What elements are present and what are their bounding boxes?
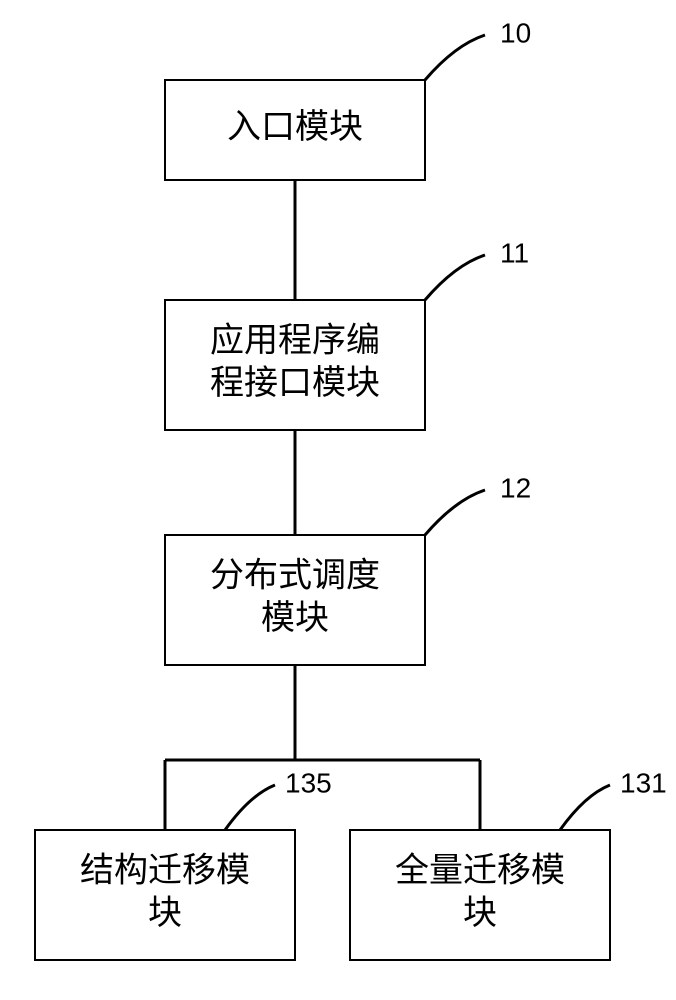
callout-n11	[425, 255, 485, 300]
node-label-n11-line0: 应用程序编	[210, 322, 380, 360]
node-label-n12-line0: 分布式调度	[210, 557, 380, 595]
node-n10: 入口模块 10	[165, 17, 531, 180]
ref-label-n11: 11	[500, 237, 529, 268]
ref-label-n135: 135	[285, 767, 332, 798]
node-n131: 全量迁移模块 131	[350, 767, 667, 960]
node-label-n12-line1: 模块	[261, 599, 329, 637]
callout-n135	[225, 785, 275, 830]
node-n11: 应用程序编程接口模块 11	[165, 237, 529, 430]
node-label-n11-line1: 程接口模块	[210, 364, 380, 402]
node-label-n135-line0: 结构迁移模	[80, 852, 250, 890]
node-label-n10-line0: 入口模块	[227, 108, 363, 146]
flowchart: 入口模块 10 应用程序编程接口模块 11 分布式调度模块 12 结构迁移模块 135 全量迁移…	[0, 0, 676, 1000]
node-n135: 结构迁移模块 135	[35, 767, 332, 960]
callout-n12	[425, 490, 485, 535]
ref-label-n131: 131	[620, 767, 667, 798]
node-n12: 分布式调度模块 12	[165, 472, 531, 665]
callout-n131	[560, 785, 610, 830]
node-label-n131-line0: 全量迁移模	[395, 852, 565, 890]
callout-n10	[425, 35, 485, 80]
ref-label-n12: 12	[500, 472, 531, 503]
ref-label-n10: 10	[500, 17, 531, 48]
node-label-n131-line1: 块	[463, 895, 497, 932]
node-label-n135-line1: 块	[148, 895, 182, 932]
